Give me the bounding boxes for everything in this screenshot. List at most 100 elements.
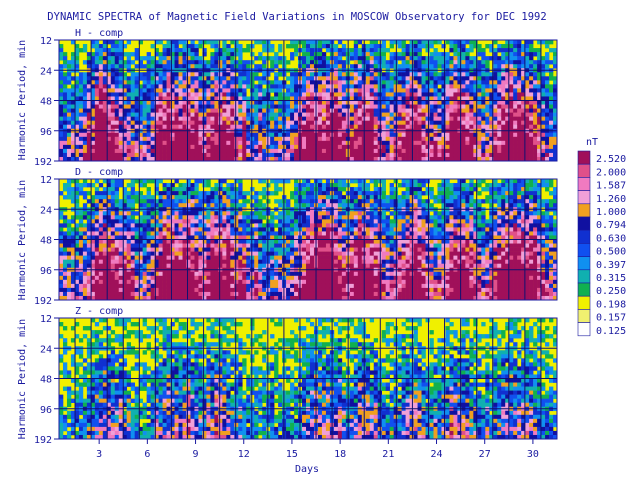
heatmap-cell [425,152,430,158]
heatmap-cell [70,92,76,97]
heatmap-cell [218,76,223,81]
heatmap-cell [214,295,219,301]
heatmap-cell [286,116,291,121]
heatmap-cell [82,80,88,85]
heatmap-cell [453,112,458,117]
heatmap-cell [154,239,159,244]
heatmap-cell [521,92,526,97]
heatmap-cell [286,112,291,117]
heatmap-cell [154,108,159,113]
heatmap-cell [110,199,116,204]
heatmap-cell [70,112,76,117]
heatmap-cell [106,120,112,125]
heatmap-cell [62,152,68,158]
heatmap-cell [182,40,187,45]
heatmap-cell [70,187,76,192]
heatmap-cell [497,64,502,69]
heatmap-cell [106,100,112,105]
heatmap-cell [501,96,506,101]
heatmap-cell [465,132,470,138]
heatmap-cell [86,243,92,248]
heatmap-cell [405,88,410,93]
heatmap-cell [505,104,510,109]
heatmap-cell [437,108,442,113]
heatmap-cell [94,140,100,146]
heatmap-cell [258,231,263,236]
heatmap-cell [178,255,183,260]
heatmap-cell [210,100,215,105]
heatmap-cell [222,263,227,269]
heatmap-cell [290,96,295,101]
heatmap-cell [493,96,498,101]
heatmap-cell [222,279,227,285]
heatmap-cell [150,116,155,121]
heatmap-cell [174,255,179,260]
heatmap-cell [74,231,80,236]
heatmap-cell [290,112,295,117]
heatmap-cell [114,96,120,101]
heatmap-cell [453,44,458,49]
heatmap-cell [325,156,331,162]
heatmap-cell [122,275,128,281]
heatmap-cell [385,96,390,101]
heatmap-cell [258,275,263,281]
heatmap-cell [214,40,219,45]
heatmap-cell [134,92,139,97]
heatmap-cell [357,40,363,45]
heatmap-cell [541,104,546,109]
heatmap-cell [106,283,112,289]
heatmap-cell [349,56,355,61]
heatmap-cell [150,76,155,81]
heatmap-cell [218,140,223,146]
heatmap-cell [537,140,542,146]
heatmap-cell [190,72,195,77]
heatmap-cell [78,259,84,264]
heatmap-cell [146,148,151,154]
heatmap-cell [182,287,187,293]
heatmap-cell [317,108,323,113]
heatmap-cell [134,251,139,256]
heatmap-cell [114,187,120,192]
heatmap-cell [258,156,263,162]
heatmap-cell [106,96,112,101]
heatmap-cell [517,52,522,57]
heatmap-cell [202,291,207,297]
heatmap-cell [62,96,68,101]
heatmap-cell [230,227,235,232]
heatmap-cell [114,100,120,105]
heatmap-cell [258,283,263,289]
heatmap-cell [238,287,243,293]
heatmap-cell [541,88,546,93]
heatmap-cell [286,60,291,65]
heatmap-cell [226,243,231,248]
heatmap-cell [138,140,143,146]
heatmap-cell [473,156,478,162]
heatmap-cell [222,76,227,81]
heatmap-cell [194,215,199,220]
heatmap-cell [150,136,155,142]
heatmap-cell [150,259,155,264]
heatmap-cell [357,88,363,93]
heatmap-cell [86,287,92,293]
heatmap-cell [250,152,255,158]
heatmap-cell [553,132,558,138]
heatmap-cell [86,215,92,220]
heatmap-cell [425,60,430,65]
heatmap-cell [529,40,534,45]
heatmap-cell [278,112,283,117]
heatmap-cell [170,100,175,105]
heatmap-cell [102,251,108,256]
heatmap-cell [409,48,414,53]
heatmap-cell [385,80,390,85]
heatmap-cell [154,271,159,277]
heatmap-cell [238,283,243,289]
heatmap-cell [78,116,84,121]
heatmap-cell [186,239,191,244]
heatmap-cell [162,211,167,216]
heatmap-cell [94,255,100,260]
heatmap-cell [194,195,199,200]
heatmap-cell [74,291,80,297]
heatmap-cell [106,148,112,154]
heatmap-cell [210,275,215,281]
